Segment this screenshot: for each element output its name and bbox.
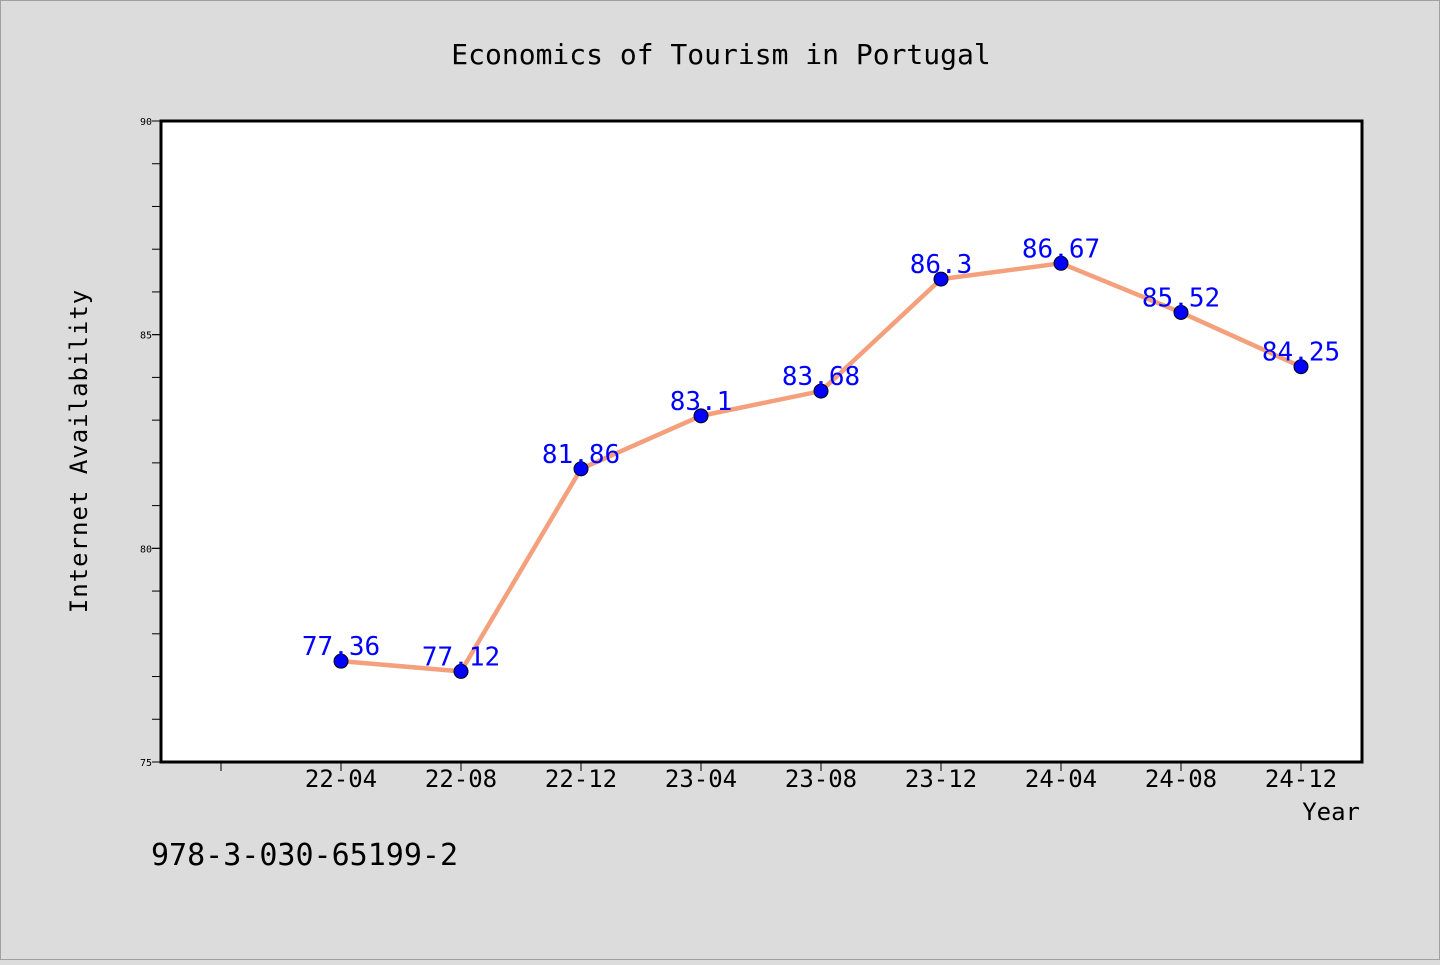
y-tick-label: 80 bbox=[140, 544, 152, 555]
x-tick-label: 24-04 bbox=[1025, 765, 1097, 793]
data-labels: 77.36 77.12 81.86 83.1 83.68 86.3 86.67 85.52 84… bbox=[302, 234, 1340, 672]
data-label: 84.25 bbox=[1262, 338, 1340, 368]
x-tick-label: 22-08 bbox=[425, 765, 497, 793]
data-point bbox=[453, 663, 469, 679]
plot-area bbox=[161, 121, 1362, 762]
y-tick-label: 90 bbox=[140, 117, 152, 128]
x-axis: 22-04 22-08 22-12 23-04 23-08 23-12 24-04 24-08… bbox=[220, 762, 1337, 793]
x-axis-label: Year bbox=[1302, 798, 1360, 826]
data-label: 77.36 bbox=[302, 632, 380, 662]
y-axis: 75 80 85 90 bbox=[140, 117, 161, 769]
data-point bbox=[813, 383, 829, 399]
data-label: 83.68 bbox=[782, 362, 860, 392]
data-point bbox=[1053, 255, 1069, 271]
data-label: 83.1 bbox=[670, 387, 733, 417]
data-label: 81.86 bbox=[542, 440, 620, 470]
data-point bbox=[1173, 304, 1189, 320]
y-tick-label: 85 bbox=[140, 331, 152, 342]
x-tick-label: 23-04 bbox=[665, 765, 737, 793]
data-point bbox=[693, 408, 709, 424]
data-label: 85.52 bbox=[1142, 283, 1220, 313]
x-tick-label: 23-12 bbox=[905, 765, 977, 793]
data-label: 77.12 bbox=[422, 642, 500, 672]
x-tick-label: 23-08 bbox=[785, 765, 857, 793]
x-tick-label: 22-12 bbox=[545, 765, 617, 793]
data-label: 86.3 bbox=[910, 250, 973, 280]
data-label: 86.67 bbox=[1022, 234, 1100, 264]
data-point bbox=[1293, 359, 1309, 375]
data-point bbox=[933, 271, 949, 287]
data-markers bbox=[333, 255, 1309, 679]
x-tick-label: 24-12 bbox=[1265, 765, 1337, 793]
chart-title: Economics of Tourism in Portugal bbox=[451, 38, 990, 71]
x-tick-label: 24-08 bbox=[1145, 765, 1217, 793]
y-tick-label: 75 bbox=[140, 758, 152, 769]
data-point bbox=[573, 461, 589, 477]
data-point bbox=[333, 653, 349, 669]
y-axis-label: Internet Availability bbox=[65, 289, 93, 613]
isbn-annotation: 978-3-030-65199-2 bbox=[151, 838, 458, 873]
plot-frame bbox=[159, 119, 1364, 764]
x-tick-label: 22-04 bbox=[305, 765, 377, 793]
